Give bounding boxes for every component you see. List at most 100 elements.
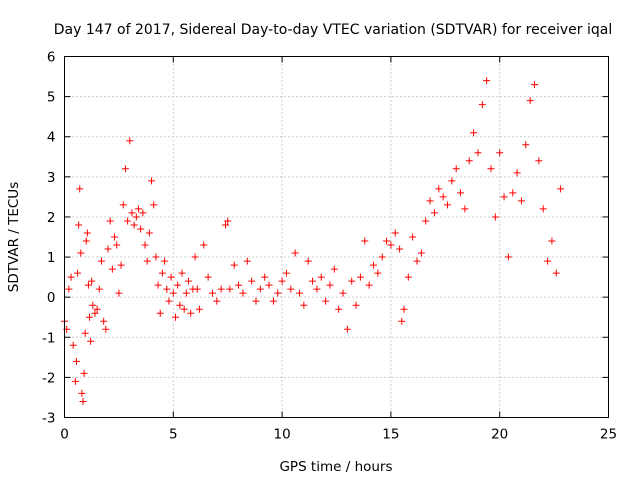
axis-ticks: [64, 56, 609, 418]
data-point: [483, 77, 491, 85]
data-point: [417, 249, 425, 257]
y-tick-label: 6: [47, 50, 56, 66]
data-point: [217, 285, 225, 293]
data-point: [115, 289, 123, 297]
data-point: [243, 257, 251, 265]
data-point: [76, 185, 84, 193]
data-point: [291, 249, 299, 257]
data-point: [365, 281, 373, 289]
data-point: [470, 129, 478, 137]
data-point: [409, 233, 417, 241]
data-point: [86, 313, 94, 321]
data-point: [163, 285, 171, 293]
data-point: [97, 257, 105, 265]
data-point: [208, 289, 216, 297]
data-point: [430, 209, 438, 217]
y-tick-label: 4: [47, 130, 56, 146]
y-tick-label: -2: [42, 370, 55, 386]
data-point: [335, 305, 343, 313]
y-tick-label: -3: [42, 411, 55, 427]
data-point: [461, 205, 469, 213]
data-point: [77, 249, 85, 257]
data-points: [61, 77, 565, 405]
data-point: [222, 221, 230, 229]
data-point: [256, 285, 264, 293]
y-axis-label: SDTVAR / TECUs: [6, 182, 22, 292]
x-tick-label: 10: [274, 427, 291, 443]
data-point: [106, 217, 114, 225]
data-point: [374, 269, 382, 277]
data-point: [200, 241, 208, 249]
data-point: [448, 177, 456, 185]
data-point: [113, 241, 121, 249]
data-point: [180, 305, 188, 313]
x-tick-label: 25: [600, 427, 617, 443]
y-tick-label: 1: [47, 250, 56, 266]
data-point: [517, 197, 525, 205]
data-point: [169, 289, 177, 297]
data-point: [509, 189, 517, 197]
data-point: [404, 273, 412, 281]
data-point: [383, 237, 391, 245]
data-point: [265, 281, 273, 289]
data-point: [322, 297, 330, 305]
data-point: [128, 209, 136, 217]
data-point: [148, 177, 156, 185]
data-point: [391, 229, 399, 237]
data-point: [544, 257, 552, 265]
data-point: [304, 257, 312, 265]
data-point: [230, 261, 238, 269]
data-point: [143, 257, 151, 265]
data-point: [154, 281, 162, 289]
data-point: [224, 217, 232, 225]
plot-frame: [64, 56, 609, 418]
x-tick-label: 20: [491, 427, 508, 443]
data-point: [539, 205, 547, 213]
data-point: [111, 233, 119, 241]
data-point: [171, 313, 179, 321]
data-point: [261, 273, 269, 281]
data-point: [278, 277, 286, 285]
data-point: [287, 285, 295, 293]
data-point: [65, 285, 73, 293]
data-point: [300, 301, 308, 309]
data-point: [81, 329, 89, 337]
data-point: [82, 237, 90, 245]
data-point: [176, 301, 184, 309]
data-point: [137, 225, 145, 233]
data-point: [443, 201, 451, 209]
data-point: [117, 261, 125, 269]
data-point: [526, 97, 534, 105]
data-point: [235, 281, 243, 289]
data-point: [226, 285, 234, 293]
data-point: [93, 305, 101, 313]
x-tick-label: 15: [382, 427, 399, 443]
data-point: [78, 389, 86, 397]
data-point: [269, 297, 277, 305]
data-point: [193, 285, 201, 293]
data-point: [352, 301, 360, 309]
data-point: [187, 309, 195, 317]
data-point: [126, 137, 134, 145]
data-point: [396, 245, 404, 253]
data-point: [252, 297, 260, 305]
data-point: [248, 277, 256, 285]
data-point: [84, 281, 92, 289]
data-point: [69, 341, 77, 349]
data-point: [88, 277, 96, 285]
data-point: [426, 197, 434, 205]
data-point: [72, 357, 80, 365]
data-point: [317, 273, 325, 281]
data-point: [387, 241, 395, 249]
data-point: [87, 337, 95, 345]
data-point: [74, 269, 82, 277]
data-point: [150, 201, 158, 209]
data-point: [204, 273, 212, 281]
data-point: [71, 377, 79, 385]
data-point: [496, 149, 504, 157]
data-point: [522, 141, 530, 149]
y-tick-label: 5: [47, 90, 56, 106]
data-point: [156, 309, 164, 317]
x-tick-labels: 0 5 10 15 20 25: [60, 427, 617, 443]
